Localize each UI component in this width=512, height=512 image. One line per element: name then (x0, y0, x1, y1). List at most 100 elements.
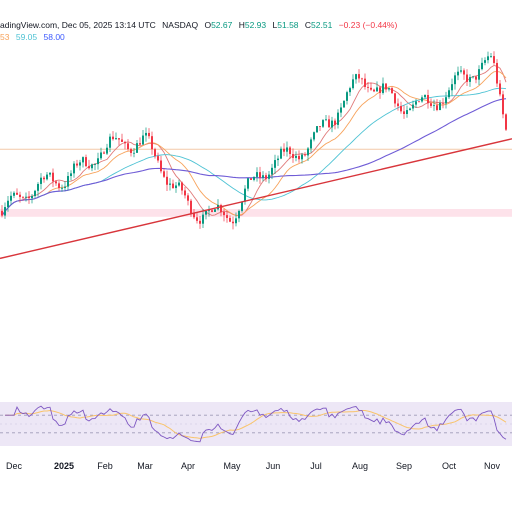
candle-body (139, 143, 141, 145)
candle-body (283, 148, 285, 152)
candle (202, 208, 204, 228)
candle-body (121, 139, 123, 142)
candle (436, 99, 438, 112)
rsi-ma-line (5, 409, 507, 439)
candle-body (148, 132, 150, 137)
candle (28, 191, 30, 204)
candle (184, 186, 186, 199)
candle (391, 86, 393, 94)
candle-body (418, 101, 420, 103)
candle (319, 125, 321, 132)
candle-body (199, 220, 201, 224)
candle (298, 150, 300, 163)
candle-body (28, 196, 30, 199)
candle-body (1, 210, 3, 216)
candle-body (394, 93, 396, 104)
candle (100, 147, 102, 161)
candle-body (487, 56, 489, 61)
candle-body (310, 139, 312, 149)
candle (106, 143, 108, 156)
candle-body (349, 88, 351, 93)
candle-body (202, 214, 204, 224)
candle-body (31, 196, 33, 199)
candle-body (337, 112, 339, 125)
candle-body (445, 97, 447, 104)
candle-body (424, 95, 426, 98)
header-exchange: NASDAQ (162, 20, 199, 30)
candle (412, 100, 414, 112)
candle-body (436, 105, 438, 111)
candle (163, 168, 165, 179)
candle (463, 68, 465, 80)
candle-body (346, 92, 348, 101)
candle-body (433, 105, 435, 107)
candle (40, 173, 42, 190)
candle-body (49, 172, 51, 175)
x-tick-label: Jun (266, 461, 281, 471)
candle (73, 161, 75, 178)
candle-body (10, 195, 12, 201)
candle (64, 180, 66, 191)
candle (292, 148, 294, 163)
candle (289, 145, 291, 160)
moving-average-legend: 53 59.05 58.00 (0, 32, 65, 42)
candle-body (70, 173, 72, 177)
candle (328, 115, 330, 128)
candle-body (496, 62, 498, 84)
candle (295, 151, 297, 162)
candle-body (370, 87, 372, 90)
candle-body (250, 178, 252, 180)
candle-body (184, 190, 186, 196)
x-tick-label: Nov (484, 461, 501, 471)
candle-body (502, 94, 504, 115)
candle-body (331, 120, 333, 128)
candle-body (478, 69, 480, 80)
candle-body (238, 210, 240, 219)
candle-body (229, 217, 231, 222)
candle-body (361, 78, 363, 80)
candle (259, 166, 261, 184)
candle (76, 159, 78, 168)
chart-header: adingView.com, Dec 05, 2025 13:14 UTC NA… (0, 20, 397, 30)
candle (181, 181, 183, 195)
low-label: L (272, 20, 278, 30)
candle-body (280, 148, 282, 159)
candle-body (241, 201, 243, 211)
candle-body (100, 152, 102, 159)
candle-body (382, 83, 384, 93)
candle (355, 73, 357, 84)
candle-body (136, 143, 138, 153)
rsi-line (5, 405, 507, 443)
candle-body (352, 79, 354, 89)
candle-body (178, 182, 180, 186)
candle (346, 90, 348, 105)
candle (211, 209, 213, 213)
candle-body (247, 178, 249, 189)
candle-body (469, 77, 471, 82)
candle (1, 205, 3, 218)
candle (139, 137, 141, 146)
candle-body (481, 62, 483, 70)
candle-body (175, 185, 177, 189)
candle-body (220, 204, 222, 213)
candle-body (328, 119, 330, 128)
candle-body (52, 172, 54, 182)
candle-body (367, 86, 369, 88)
candle-body (397, 103, 399, 107)
candle (286, 141, 288, 157)
candle (430, 98, 432, 108)
candle (238, 209, 240, 223)
x-tick-label: Oct (442, 461, 457, 471)
candle-body (292, 154, 294, 158)
candle (46, 171, 48, 181)
x-tick-label: Sep (396, 461, 412, 471)
candle-body (88, 166, 90, 169)
candle (61, 184, 63, 192)
candle (409, 107, 411, 111)
candle (124, 140, 126, 150)
candle-body (409, 108, 411, 111)
candle-body (40, 177, 42, 184)
candle-body (295, 155, 297, 158)
candle (79, 159, 81, 171)
